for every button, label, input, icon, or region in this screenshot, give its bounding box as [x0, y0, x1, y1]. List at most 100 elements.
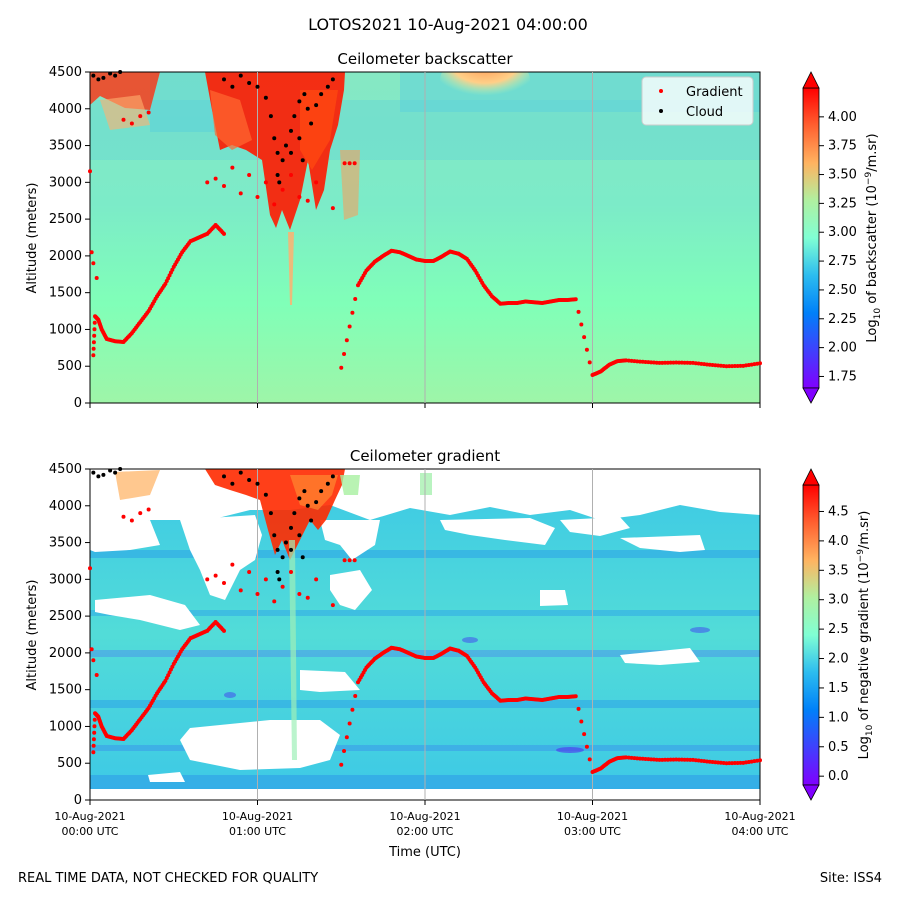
- legend-gradient-marker: [659, 89, 663, 93]
- gradient-point: [88, 566, 92, 571]
- colorbar-bottom-scale: [802, 484, 820, 786]
- x-tick-label-date: 10-Aug-2021: [389, 810, 460, 823]
- gradient-point: [146, 110, 151, 115]
- x-tick-label-time: 03:00 UTC: [564, 825, 621, 838]
- cloud-point: [292, 114, 297, 119]
- legend-cloud-label: Cloud: [686, 105, 723, 120]
- gradient-point: [342, 748, 347, 753]
- gradient-point: [682, 360, 687, 365]
- colorbar-bottom-label: Log10 of negative gradient (10−9/m.sr): [856, 511, 875, 760]
- colorbar-tick-label: 1.75: [828, 369, 857, 384]
- gradient-point: [305, 198, 310, 203]
- gradient-point: [688, 757, 693, 762]
- gradient-point: [342, 161, 347, 166]
- gradient-point: [289, 172, 293, 177]
- y-tick-label: 3000: [49, 572, 82, 587]
- gradient-point: [735, 760, 740, 765]
- gradient-point: [263, 180, 268, 185]
- gradient-point: [92, 724, 97, 729]
- gradient-point: [89, 250, 94, 255]
- gradient-point: [347, 161, 352, 166]
- y-tick-label: 4500: [49, 462, 82, 477]
- colorbar-top-extend-min: [802, 387, 820, 404]
- panel-bottom-xaxis: 10-Aug-2021 00:00 UTC 10-Aug-2021 01:00 UTC…: [54, 800, 796, 838]
- cloud-point: [96, 77, 101, 82]
- gradient-point: [289, 569, 293, 574]
- gradient-point: [94, 672, 99, 677]
- gradient-point: [576, 309, 581, 314]
- gradient-point: [688, 360, 693, 365]
- gradient-point: [146, 507, 151, 512]
- gradient-point: [344, 735, 349, 740]
- gradient-point: [735, 363, 740, 368]
- cloud-point: [247, 478, 252, 483]
- gradient-point: [758, 758, 762, 763]
- cloud-point: [91, 470, 96, 475]
- gradient-point: [674, 757, 679, 762]
- cloud-point: [314, 500, 319, 505]
- gradient-point: [255, 592, 260, 597]
- cloud-point: [272, 533, 277, 538]
- gradient-point: [297, 592, 302, 597]
- x-tick-label-date: 10-Aug-2021: [724, 810, 795, 823]
- gradient-point: [573, 297, 578, 302]
- gradient-point: [92, 327, 97, 332]
- gradient-point: [732, 761, 737, 766]
- gradient-point: [685, 360, 690, 365]
- gradient-point: [724, 364, 729, 369]
- x-tick-label-time: 04:00 UTC: [731, 825, 788, 838]
- colorbar-tick-label: 4.00: [828, 110, 857, 125]
- gradient-point: [660, 360, 665, 365]
- colorbar-bottom-label-mid: of negative gradient (10: [857, 562, 872, 724]
- cloud-point: [309, 518, 314, 523]
- gradient-point: [677, 360, 682, 365]
- colorbar-tick-label: 1.0: [828, 710, 849, 725]
- gradient-point: [89, 647, 94, 652]
- y-tick-label: 0: [74, 793, 82, 808]
- cloud-point: [91, 73, 96, 78]
- gradient-point: [129, 518, 134, 523]
- cloud-point: [289, 150, 293, 155]
- gradient-point: [91, 658, 96, 663]
- gradient-point: [263, 577, 268, 582]
- cloud-point: [300, 555, 305, 560]
- gradient-point: [665, 757, 670, 762]
- colorbar-tick-label: 3.50: [828, 168, 857, 183]
- colorbar-bottom: 0.0 0.5 1.0 1.5 2.0 2.5 3.0 3.5 4.0 4.5 Log10 of …: [802, 468, 875, 801]
- gradient-point: [222, 184, 226, 189]
- cloud-point: [297, 99, 302, 104]
- gradient-point: [584, 744, 589, 749]
- gradient-point: [339, 365, 344, 370]
- cloud-point: [275, 569, 280, 574]
- y-tick-label: 2500: [49, 609, 82, 624]
- gradient-point: [91, 346, 96, 351]
- x-tick-label-time: 00:00 UTC: [61, 825, 118, 838]
- gradient-point: [92, 730, 97, 735]
- panel-top-cloud-points: [91, 70, 335, 185]
- cloud-point: [118, 70, 123, 74]
- x-tick-label-date: 10-Aug-2021: [54, 810, 125, 823]
- colorbar-top-extend-max: [802, 71, 820, 89]
- panel-bottom-gridlines: [257, 469, 593, 800]
- colorbar-tick-label: 3.5: [828, 563, 849, 578]
- gradient-point: [660, 757, 665, 762]
- colorbar-tick-label: 2.25: [828, 312, 857, 327]
- gradient-point: [758, 361, 762, 366]
- cloud-point: [230, 481, 235, 486]
- colorbar-top: 1.75 2.00 2.25 2.50 2.75 3.00 3.25 3.50 3.75 4.00…: [802, 71, 883, 404]
- cloud-point: [238, 73, 243, 78]
- colorbar-top-label-sup: −9: [864, 172, 874, 186]
- colorbar-bottom-label-sup: −9: [856, 549, 866, 563]
- cloud-point: [275, 150, 280, 155]
- y-tick-label: 4000: [49, 102, 82, 117]
- gradient-point: [230, 562, 235, 567]
- x-tick-label-time: 02:00 UTC: [396, 825, 453, 838]
- gradient-point: [91, 261, 96, 266]
- gradient-point: [576, 706, 581, 711]
- cloud-point: [263, 95, 268, 100]
- gradient-point: [138, 511, 143, 516]
- gradient-point: [342, 558, 347, 563]
- gradient-point: [121, 117, 126, 122]
- colorbar-tick-label: 2.50: [828, 283, 857, 298]
